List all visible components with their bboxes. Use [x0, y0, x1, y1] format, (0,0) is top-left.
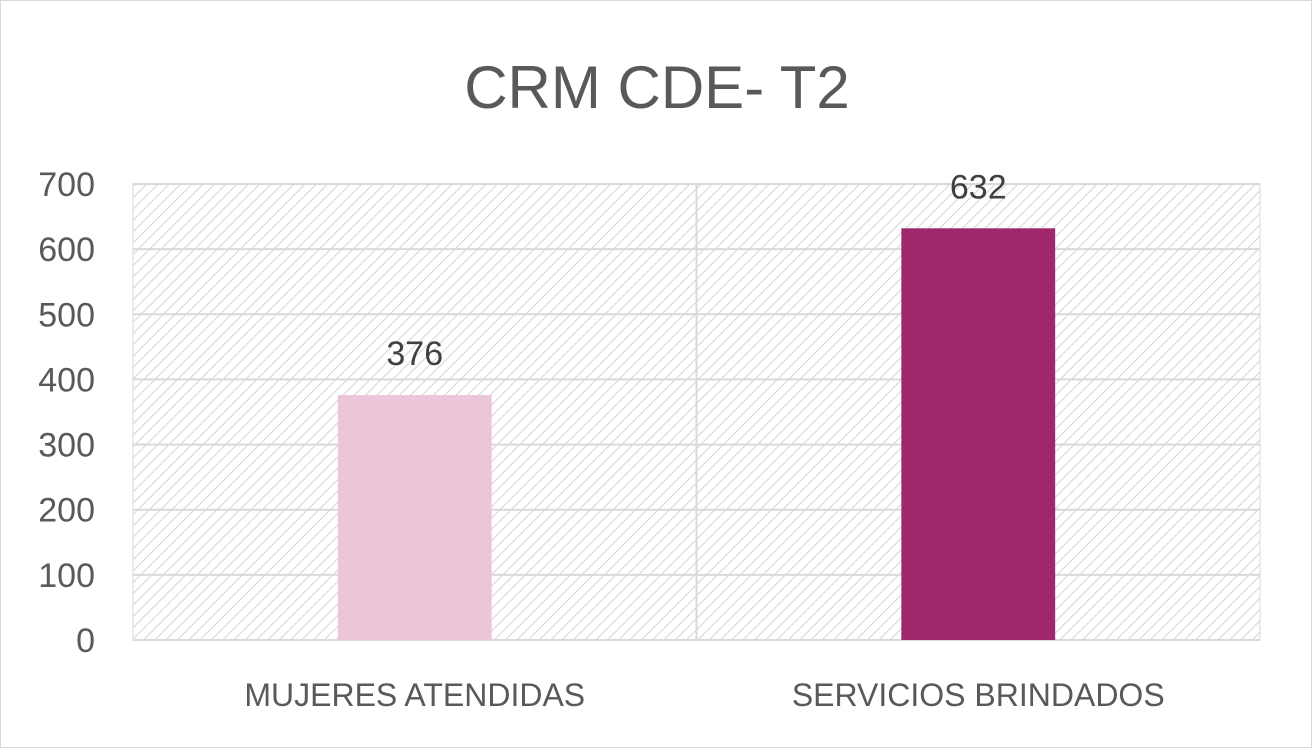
- category-label: SERVICIOS BRINDADOS: [792, 677, 1165, 713]
- y-tick-label: 200: [38, 492, 95, 530]
- data-label: 632: [950, 168, 1007, 206]
- y-tick-label: 600: [38, 231, 95, 269]
- category-label: MUJERES ATENDIDAS: [244, 677, 585, 713]
- bar: [337, 395, 492, 640]
- y-tick-label: 500: [38, 296, 95, 334]
- bars: [337, 228, 1056, 640]
- y-tick-label: 700: [38, 166, 95, 204]
- y-tick-label: 400: [38, 361, 95, 399]
- data-labels: 376 632: [386, 168, 1006, 373]
- y-tick-label: 300: [38, 427, 95, 465]
- bar: [901, 228, 1056, 640]
- chart-title: CRM CDE- T2: [464, 54, 850, 121]
- x-axis: MUJERES ATENDIDAS SERVICIOS BRINDADOS: [244, 677, 1164, 713]
- y-axis: 0 100 200 300 400 500 600 700: [38, 166, 95, 660]
- y-tick-label: 100: [38, 557, 95, 595]
- gridlines: [133, 183, 1260, 641]
- y-tick-label: 0: [76, 622, 95, 660]
- data-label: 376: [386, 335, 443, 373]
